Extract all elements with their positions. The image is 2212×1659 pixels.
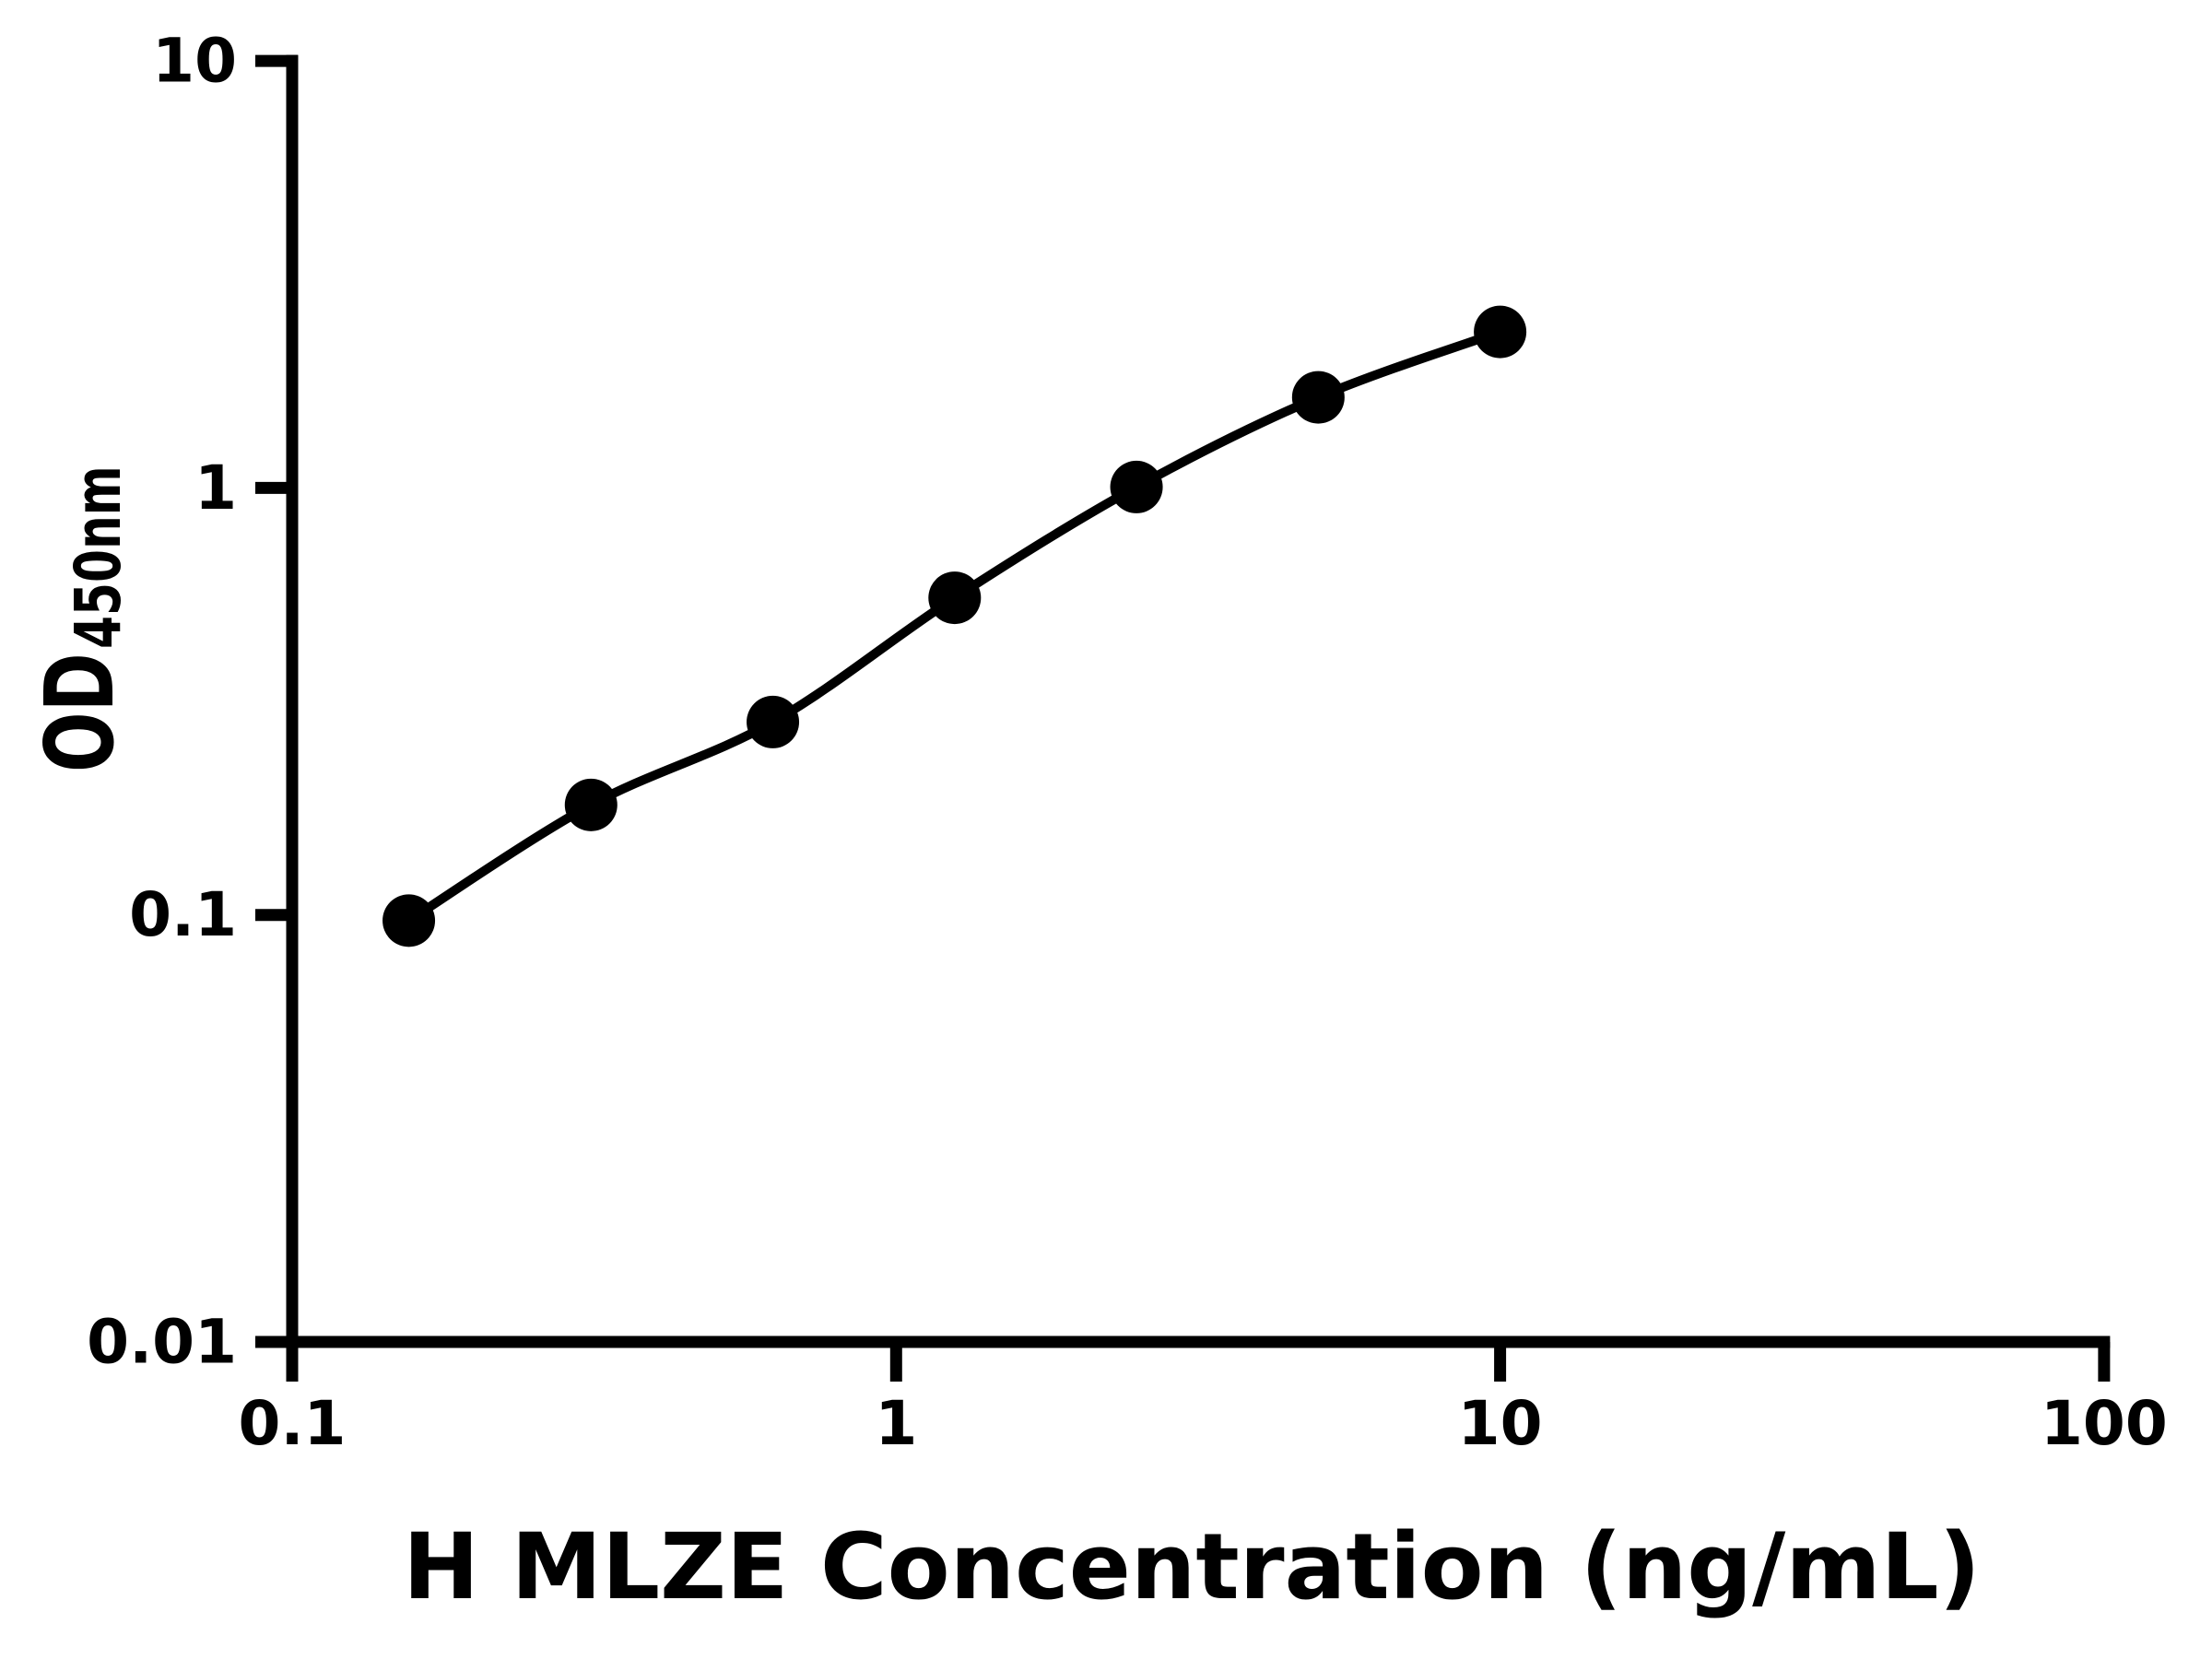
y-tick-label: 10	[152, 26, 237, 97]
axes	[286, 54, 2111, 1348]
standard-curve-line	[404, 327, 1505, 925]
data-point	[1291, 371, 1345, 424]
y-tick-label: 0.1	[129, 879, 237, 950]
x-axis-title: H MLZE Concentration (ng/mL)	[403, 1514, 1981, 1620]
data-points	[382, 305, 1527, 947]
data-point	[747, 695, 800, 748]
y-tick-label: 1	[194, 453, 237, 524]
data-point	[1110, 460, 1163, 513]
y-axis-ticks: 0.01 0.1 1 10	[87, 26, 298, 1378]
y-axis-title-group: OD 450nm	[25, 465, 135, 772]
data-point	[928, 571, 982, 625]
y-axis-title-main: OD	[25, 653, 135, 772]
data-point	[564, 778, 618, 831]
y-axis-title-sub: 450nm	[62, 465, 135, 649]
x-axis-ticks: 0.1 1 10 100	[239, 1342, 2168, 1459]
x-tick-label: 0.1	[239, 1388, 347, 1459]
y-tick-label: 0.01	[87, 1307, 237, 1378]
x-tick-label: 100	[2041, 1388, 2168, 1459]
data-point	[1474, 305, 1527, 359]
data-point	[382, 894, 436, 947]
y-axis-title: OD 450nm	[25, 465, 135, 772]
x-tick-label: 10	[1458, 1388, 1543, 1459]
x-tick-label: 1	[875, 1388, 917, 1459]
